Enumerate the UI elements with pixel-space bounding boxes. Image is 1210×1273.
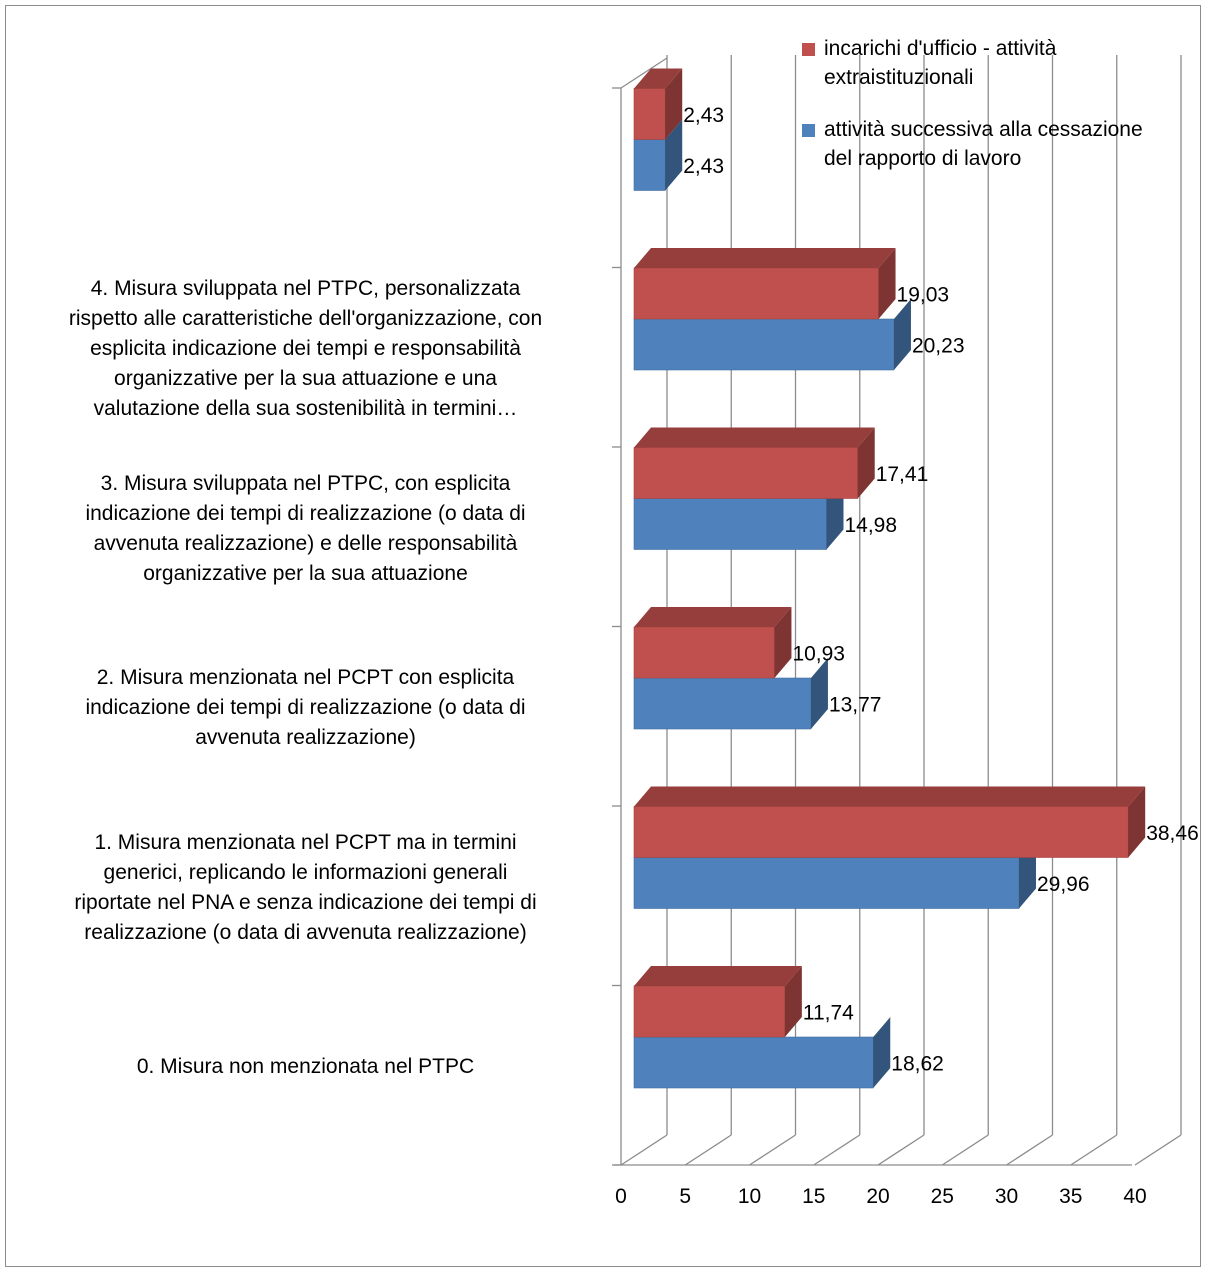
data-label-0-4: 20,23 <box>912 335 965 358</box>
chart-frame <box>5 5 1201 1267</box>
grid-floor-15 <box>813 1134 861 1166</box>
category-label-3-line-2: avvenuta realizzazione) e delle responsa… <box>93 531 518 555</box>
category-label-4-line-1: rispetto alle caratteristiche dell'organ… <box>68 307 543 331</box>
data-label-1-1: 38,46 <box>1146 822 1199 845</box>
bar-side-1-0 <box>784 966 802 1037</box>
category-label-2-line-2: avvenuta realizzazione) <box>195 726 416 750</box>
category-label-1: 1. Misura menzionata nel PCPT ma in term… <box>18 828 593 948</box>
data-label-0-0: 18,62 <box>891 1053 944 1076</box>
legend-label-attivita-line-1: attività successiva alla cessazione <box>824 118 1143 141</box>
category-label-3-line-0: 3. Misura sviluppata nel PTPC, con espli… <box>100 471 511 495</box>
data-label-1-0: 11,74 <box>803 1002 854 1025</box>
category-label-2-line-0: 2. Misura menzionata nel PCPT con esplic… <box>96 666 515 690</box>
data-label-1-2: 10,93 <box>792 643 845 666</box>
bar-side-1-1 <box>1128 786 1146 858</box>
category-label-4-line-2: esplicita indicazione dei tempi e respon… <box>90 337 521 361</box>
legend-label-incarichi-line-2: extraistituzionali <box>824 66 974 89</box>
x-tick-label-20: 20 <box>866 1185 889 1208</box>
x-tick-label-15: 15 <box>802 1185 825 1208</box>
data-label-1-5: 2,43 <box>683 104 724 127</box>
bar-top-1-0 <box>634 966 802 986</box>
bar-attivita-1 <box>633 857 1020 909</box>
bar-attivita-4 <box>633 318 895 371</box>
bar-attivita-2 <box>633 677 812 730</box>
category-label-1-line-2: riportate nel PNA e senza indicazione de… <box>74 890 537 914</box>
left-wall-top <box>620 57 668 89</box>
grid-floor-10 <box>749 1134 796 1166</box>
category-label-1-line-1: generici, replicando le informazioni gen… <box>103 860 508 884</box>
grid-floor-5 <box>684 1134 732 1166</box>
bar-incarichi-2 <box>633 626 775 679</box>
data-label-1-3: 17,41 <box>876 463 929 486</box>
bar-top-1-3 <box>634 427 875 448</box>
category-label-3-line-3: organizzative per la sua attuazione <box>143 561 468 585</box>
bar-top-1-1 <box>634 786 1146 807</box>
data-label-0-3: 14,98 <box>844 514 897 537</box>
category-label-4: 4. Misura sviluppata nel PTPC, personali… <box>18 274 593 424</box>
category-label-1-line-3: realizzazione (o data di avvenuta realiz… <box>84 920 527 944</box>
category-label-4-line-4: valutazione della sua sostenibilità in t… <box>93 397 518 421</box>
x-tick-label-35: 35 <box>1059 1185 1082 1208</box>
category-label-2-line-1: indicazione dei tempi di realizzazione (… <box>85 696 526 720</box>
bar-side-1-3 <box>857 427 875 499</box>
legend: incarichi d'ufficio - attività extraisti… <box>802 34 1210 173</box>
category-label-0: 0. Misura non menzionata nel PTPC <box>18 1052 593 1082</box>
grid-floor-35 <box>1070 1134 1118 1166</box>
grid-floor-25 <box>941 1134 989 1166</box>
category-label-3-line-1: indicazione dei tempi di realizzazione (… <box>85 501 526 525</box>
legend-swatch-red <box>802 43 815 56</box>
legend-item-incarichi: incarichi d'ufficio - attività extraisti… <box>802 34 1210 92</box>
bar-top-1-4 <box>634 248 896 268</box>
x-tick-label-30: 30 <box>995 1185 1018 1208</box>
x-tick-label-25: 25 <box>931 1185 954 1208</box>
bar-side-1-2 <box>774 607 792 678</box>
bar-incarichi-4 <box>633 267 879 320</box>
bar-side-0-4 <box>893 299 911 370</box>
x-tick-label-10: 10 <box>738 1185 761 1208</box>
grid-floor-30 <box>1006 1134 1053 1166</box>
bar-incarichi-0 <box>633 985 786 1038</box>
legend-label-attivita-line-2: del rapporto di lavoro <box>824 147 1022 170</box>
bar-incarichi-1 <box>633 806 1129 858</box>
data-label-0-1: 29,96 <box>1037 873 1090 896</box>
x-tick-label-0: 0 <box>615 1185 627 1208</box>
category-label-2: 2. Misura menzionata nel PCPT con esplic… <box>18 663 593 753</box>
bar-side-0-0 <box>873 1017 891 1088</box>
category-label-1-line-0: 1. Misura menzionata nel PCPT ma in term… <box>94 830 517 854</box>
data-label-1-4: 19,03 <box>897 284 950 307</box>
legend-swatch-blue <box>802 124 815 137</box>
category-label-4-line-0: 4. Misura sviluppata nel PTPC, personali… <box>90 277 521 301</box>
bar-side-0-2 <box>810 658 828 729</box>
category-label-3: 3. Misura sviluppata nel PTPC, con espli… <box>18 469 593 589</box>
bar-top-1-2 <box>634 607 792 627</box>
grid-floor-40 <box>1134 1134 1182 1166</box>
x-tick-label-40: 40 <box>1123 1185 1146 1208</box>
bar-side-1-4 <box>878 248 896 319</box>
bar-attivita-0 <box>633 1036 874 1089</box>
bar-side-1-5 <box>665 68 683 140</box>
category-label-0-line-0: 0. Misura non menzionata nel PTPC <box>136 1055 475 1079</box>
grid-floor-20 <box>877 1134 925 1166</box>
data-label-0-5: 2,43 <box>683 155 724 178</box>
x-tick-label-5: 5 <box>679 1185 691 1208</box>
bar-incarichi-5 <box>633 88 666 140</box>
bar-side-0-5 <box>665 119 683 191</box>
bar-attivita-5 <box>633 139 666 191</box>
data-label-0-2: 13,77 <box>829 694 882 717</box>
legend-label-incarichi-line-1: incarichi d'ufficio - attività <box>824 37 1057 60</box>
bar-incarichi-3 <box>633 447 859 499</box>
legend-item-attivita: attività successiva alla cessazione del … <box>802 115 1210 173</box>
bar-top-1-5 <box>634 68 683 89</box>
bar-attivita-3 <box>633 498 827 550</box>
category-label-4-line-3: organizzative per la sua attuazione e un… <box>114 367 497 391</box>
grid-floor-0 <box>620 1134 668 1166</box>
